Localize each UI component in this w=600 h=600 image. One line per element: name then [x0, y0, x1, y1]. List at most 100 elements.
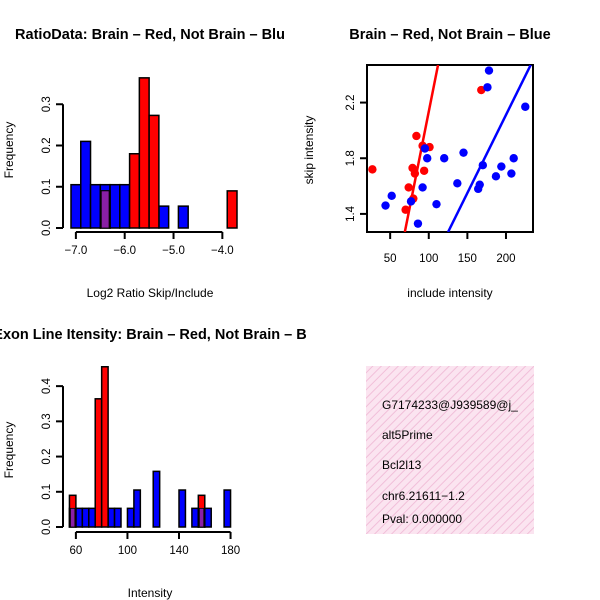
intensity-y-tick-label-3: 0.3	[41, 413, 53, 429]
intensity-blue-bar-1	[75, 507, 84, 528]
scatter-blue-point-1	[387, 191, 396, 201]
scatter-blue-point-6	[423, 154, 432, 163]
intensity-red-bar-2	[100, 366, 109, 528]
intensity-blue-bar-13	[223, 489, 232, 528]
scatter-x-tick-label-0: 50	[384, 253, 397, 265]
ratio-hist-red-series	[99, 77, 238, 229]
intensity-blue-bar-10	[191, 507, 200, 528]
ratio-y-tick-label-3: 0.3	[41, 96, 53, 112]
intensity-blue-bar-7	[133, 489, 142, 528]
scatter-blue-point-12	[475, 180, 484, 189]
scatter-x-tick-label-3: 200	[496, 253, 515, 265]
ratio-x-tick-label-2: −5.0	[162, 245, 185, 257]
intensity-y-tick-label-4: 0.4	[41, 378, 53, 395]
intensity-y-tick-label-1: 0.1	[41, 484, 53, 500]
ratio-red-bar-2	[138, 77, 150, 229]
scatter-blue-point-0	[381, 201, 390, 210]
info-chrom-location: chr6.21611−1.2	[382, 489, 465, 503]
scatter-blue-point-10	[459, 148, 468, 157]
scatter-points	[368, 66, 530, 228]
scatter-blue-point-18	[507, 169, 516, 178]
scatter-y-tick-label-2: 2.2	[345, 95, 357, 111]
scatter-blue-point-20	[521, 102, 530, 111]
ratio-y-tick-label-0: 0.0	[41, 220, 53, 236]
scatter-x-tick-label-1: 100	[419, 253, 438, 265]
intensity-x-tick-label-0: 60	[69, 545, 82, 557]
ratio-y-tick-label-2: 0.2	[41, 138, 53, 154]
ratio-hist-xlabel: Log2 Ratio Skip/Include	[87, 286, 214, 300]
intensity-red-bar-1	[94, 398, 103, 528]
ratio-blue-bar-1	[80, 140, 92, 229]
scatter-blue-point-15	[484, 66, 494, 75]
intensity-y-tick-label-2: 0.2	[41, 449, 53, 465]
scatter-red-point-5	[410, 169, 420, 178]
scatter-red-point-6	[412, 131, 421, 141]
scatter-panel: Brain – Red, Not Brain – Blue 50 100 150 20…	[302, 27, 551, 300]
scatter-blue-point-5	[420, 144, 430, 153]
intensity-blue-bar-6	[126, 507, 135, 528]
ratio-red-bar-1	[128, 153, 141, 229]
scatter-red-point-2	[404, 183, 413, 192]
scatter-plot-box	[366, 64, 534, 233]
ratio-blue-bar-2	[89, 183, 102, 229]
info-exon-id: G7174233@J939589@j_	[382, 398, 518, 412]
intensity-x-tick-label-3: 180	[221, 545, 240, 557]
intensity-x-tick-label-2: 140	[169, 545, 188, 557]
scatter-blue-point-7	[432, 199, 441, 209]
intensity-hist-ylabel: Frequency	[2, 422, 16, 479]
intensity-hist-title: Exon Line Itensity: Brain – Red, Not Bra…	[0, 327, 307, 343]
scatter-y-tick-label-1: 1.8	[345, 150, 357, 166]
scatter-xlabel: include intensity	[407, 286, 492, 300]
info-event-type: alt5Prime	[382, 428, 433, 442]
intensity-blue-bar-5	[113, 507, 122, 528]
intensity-blue-bar-8	[152, 470, 161, 528]
intensity-overlap-bar-0	[70, 507, 76, 528]
info-gene-name: Bcl2l13	[382, 458, 422, 472]
scatter-blue-point-3	[413, 219, 423, 228]
scatter-blue-point-14	[483, 83, 492, 92]
intensity-histogram-panel: Exon Line Itensity: Brain – Red, Not Bra…	[0, 327, 307, 600]
scatter-blue-point-8	[440, 154, 449, 163]
ratio-blue-bar-0	[70, 183, 82, 229]
info-box-panel: G7174233@J939589@j_ alt5Prime Bcl2l13 ch…	[366, 366, 534, 534]
intensity-blue-bar-2	[81, 507, 90, 528]
scatter-axes: 50 100 150 200 1.4 1.8 2.2	[345, 95, 516, 265]
ratio-blue-bar-5	[119, 183, 131, 229]
scatter-blue-fit-line	[446, 65, 532, 232]
ratio-red-bar-3	[148, 114, 160, 229]
ratio-hist-ylabel: Frequency	[2, 122, 16, 179]
scatter-red-point-0	[368, 165, 377, 174]
scatter-blue-point-2	[406, 197, 416, 206]
ratio-blue-bar-7	[177, 205, 189, 229]
ratio-y-tick-label-1: 0.1	[41, 179, 53, 195]
intensity-hist-xlabel: Intensity	[128, 586, 173, 600]
intensity-blue-bar-9	[178, 489, 187, 528]
ratio-blue-bar-4	[109, 183, 121, 229]
intensity-overlap-bar-3	[198, 507, 205, 528]
scatter-title: Brain – Red, Not Brain – Blue	[349, 27, 550, 43]
scatter-blue-point-9	[453, 179, 462, 188]
intensity-x-tick-label-1: 100	[118, 545, 137, 557]
ratio-blue-bar-6	[158, 205, 170, 229]
scatter-blue-point-17	[497, 162, 506, 171]
ratio-red-bar-4	[226, 190, 238, 229]
scatter-y-tick-label-0: 1.4	[345, 205, 357, 222]
scatter-blue-point-4	[418, 183, 427, 192]
ratio-hist-title: RatioData: Brain – Red, Not Brain – Blu	[15, 27, 285, 43]
info-pvalue: Pval: 0.000000	[382, 512, 462, 526]
scatter-red-point-8	[419, 166, 429, 175]
intensity-blue-bar-12	[204, 507, 212, 528]
scatter-blue-point-16	[491, 172, 501, 181]
scatter-blue-point-19	[509, 154, 518, 163]
ratio-x-tick-label-3: −4.0	[211, 245, 234, 257]
intensity-hist-axes: 60 100 140 180 0.0 0.1 0.2 0.3 0.4	[41, 378, 240, 557]
ratio-hist-axes: −7.0 −6.0 −5.0 −4.0 0.0 0.1 0.2 0.3	[41, 96, 234, 257]
intensity-hist-blue-series	[68, 470, 232, 528]
intensity-blue-bar-3	[88, 507, 96, 528]
intensity-hist-red-series	[68, 366, 206, 528]
ratio-overlap-bar-0	[100, 190, 110, 229]
intensity-blue-bar-4	[107, 507, 116, 528]
intensity-y-tick-label-0: 0.0	[41, 519, 53, 535]
scatter-red-point-1	[401, 205, 410, 214]
